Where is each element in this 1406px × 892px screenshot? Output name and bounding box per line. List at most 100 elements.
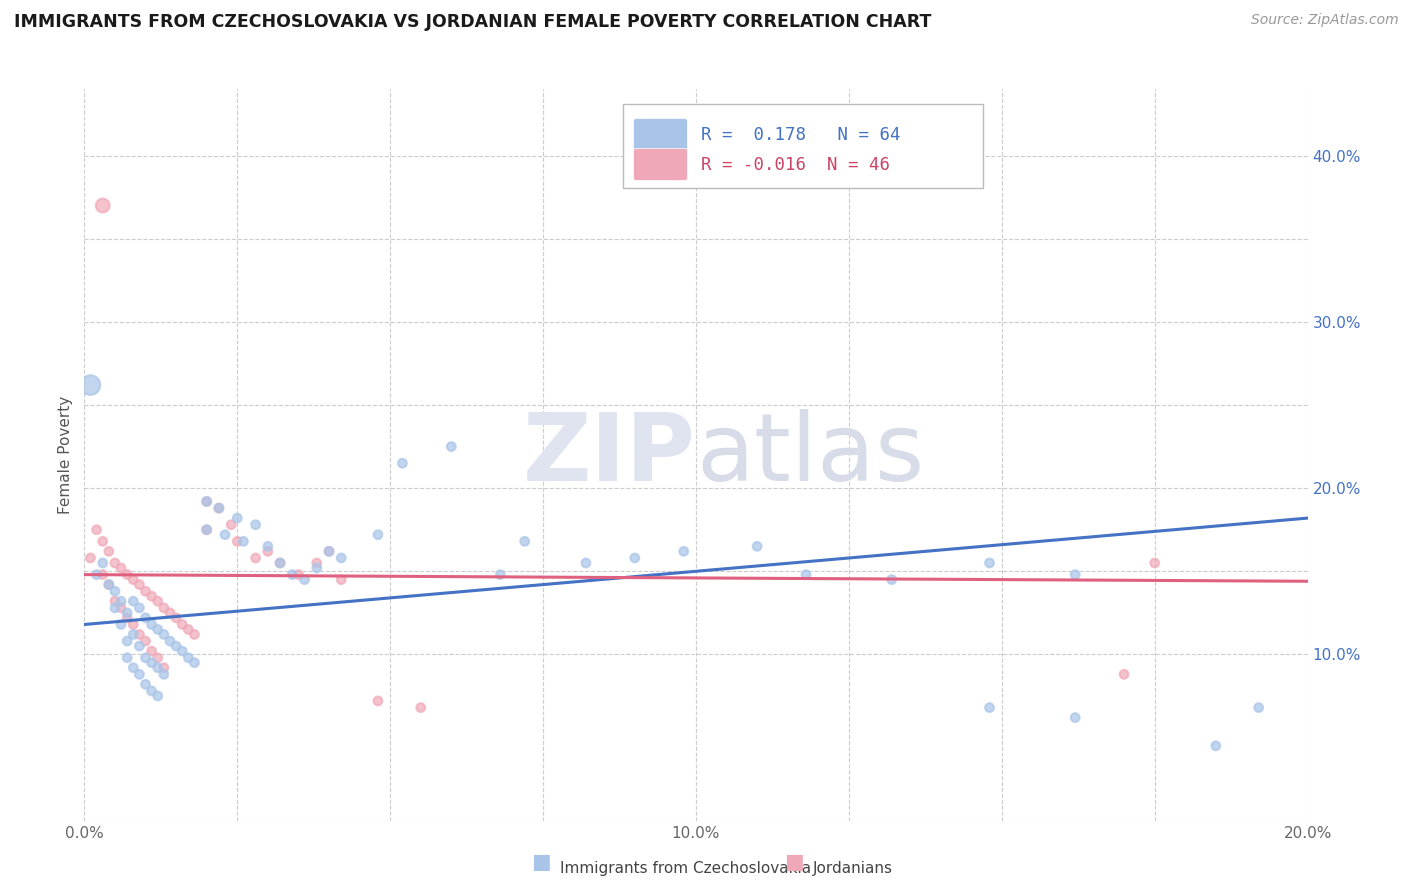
Point (747, 539, 769, 553)
Point (672, 544, 695, 558)
Point (575, 556, 598, 570)
Text: Immigrants from Czechoslovakia: Immigrants from Czechoslovakia (560, 861, 811, 876)
Point (305, 561, 328, 575)
Point (245, 517, 267, 532)
Text: Jordanians: Jordanians (813, 861, 893, 876)
Point (91, 198, 114, 212)
Point (115, 567, 138, 582)
Point (269, 556, 291, 570)
Point (177, 650, 200, 665)
Text: R =  0.178   N = 64: R = 0.178 N = 64 (700, 126, 900, 144)
Point (128, 600, 150, 615)
Point (367, 527, 389, 541)
Point (115, 606, 138, 620)
Point (146, 661, 169, 675)
Point (104, 594, 127, 608)
Point (135, 584, 157, 599)
Point (1064, 710, 1087, 724)
Text: ■: ■ (531, 853, 551, 872)
Text: ZIP: ZIP (523, 409, 696, 501)
Point (115, 634, 138, 648)
Point (979, 700, 1001, 714)
Point (269, 556, 291, 570)
Point (153, 627, 176, 641)
Point (153, 667, 176, 681)
Y-axis label: Female Poverty: Female Poverty (58, 396, 73, 514)
Point (86, 523, 108, 537)
Point (794, 567, 817, 582)
Text: R = -0.016  N = 46: R = -0.016 N = 46 (700, 155, 890, 174)
Point (165, 639, 187, 653)
Point (318, 544, 340, 558)
Point (104, 556, 127, 570)
Point (135, 650, 157, 665)
Point (141, 656, 163, 670)
Point (141, 684, 163, 698)
Point (128, 639, 150, 653)
Point (128, 627, 150, 641)
Point (153, 600, 176, 615)
Point (513, 534, 536, 549)
Point (122, 617, 145, 632)
Text: IMMIGRANTS FROM CZECHOSLOVAKIA VS JORDANIAN FEMALE POVERTY CORRELATION CHART: IMMIGRANTS FROM CZECHOSLOVAKIA VS JORDAN… (14, 13, 931, 31)
Point (1247, 700, 1270, 714)
Point (122, 573, 145, 587)
Point (440, 440, 463, 454)
Point (91, 534, 114, 549)
Point (97, 577, 120, 591)
Point (146, 689, 169, 703)
Point (318, 544, 340, 558)
FancyBboxPatch shape (623, 103, 983, 188)
Point (880, 573, 903, 587)
Point (141, 644, 163, 658)
Point (122, 661, 145, 675)
Point (172, 644, 194, 658)
Point (226, 511, 249, 525)
Point (226, 534, 249, 549)
Point (305, 556, 328, 570)
Point (1205, 739, 1227, 753)
Point (177, 623, 200, 637)
Point (165, 611, 187, 625)
Point (172, 617, 194, 632)
Point (135, 634, 157, 648)
Point (110, 594, 132, 608)
Point (122, 627, 145, 641)
Point (330, 551, 353, 566)
Point (195, 494, 218, 508)
Point (141, 589, 163, 603)
Point (91, 556, 114, 570)
Point (409, 700, 432, 714)
Text: Source: ZipAtlas.com: Source: ZipAtlas.com (1251, 13, 1399, 28)
Point (104, 600, 127, 615)
Point (208, 501, 231, 516)
Point (115, 650, 138, 665)
Point (183, 656, 205, 670)
Point (219, 517, 242, 532)
Point (153, 661, 176, 675)
Point (115, 611, 138, 625)
Point (79, 551, 101, 566)
Point (1143, 556, 1166, 570)
Point (287, 567, 309, 582)
Point (128, 667, 150, 681)
Point (141, 617, 163, 632)
Point (624, 551, 647, 566)
Point (128, 577, 150, 591)
Text: ■: ■ (785, 853, 804, 872)
Point (257, 539, 280, 553)
Point (146, 594, 169, 608)
Point (122, 594, 145, 608)
Point (208, 501, 231, 516)
Point (91, 567, 114, 582)
Point (110, 600, 132, 615)
FancyBboxPatch shape (634, 119, 688, 151)
Point (195, 494, 218, 508)
Point (146, 623, 169, 637)
Point (245, 551, 267, 566)
Point (86, 567, 108, 582)
Point (1114, 667, 1136, 681)
Point (391, 456, 413, 470)
Point (135, 611, 157, 625)
Point (79, 378, 101, 392)
